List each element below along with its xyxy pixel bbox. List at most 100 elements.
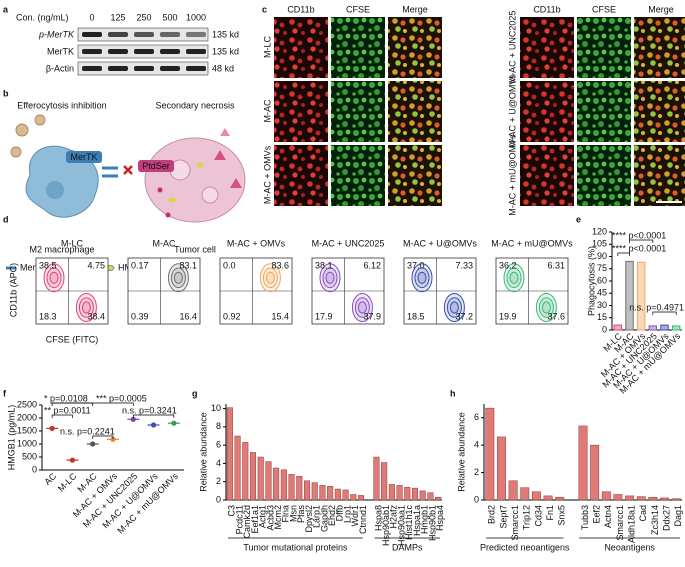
contour [541,301,551,314]
row-label: M-LC [262,36,272,58]
x-tick-label: Smarcc1 [615,505,625,541]
micrograph [274,81,328,142]
channel-header: CD11b [287,4,314,14]
y-tick-label: 1000 [17,438,37,448]
bar [311,482,318,501]
bar [334,488,341,501]
x-tick-label: Actn4 [603,505,613,528]
bar [427,492,434,501]
x-tick-label: M-LC [56,471,79,494]
y-tick-label: 90 [597,251,607,261]
dot [69,457,76,463]
quadrant-value: 38.4 [87,311,105,321]
lane-label: 0 [89,12,94,22]
group-label: Tumor mutational proteins [243,542,348,552]
quadrant-value: 37.0 [407,260,425,270]
y-tick-label: 2500 [17,399,37,409]
channel-header: CD11b [533,4,560,14]
x-tick-label: Ctnnd1 [358,505,368,534]
bar [350,494,357,501]
micrograph [577,81,631,142]
bar [590,444,600,501]
x-tick-label: Trip12 [522,505,532,530]
contour [322,267,338,289]
y-tick-label: 2 [216,476,221,486]
bracket [51,414,73,418]
flow-title: M-LC [61,238,83,248]
y-tick-label: 4 [216,458,221,468]
panel-label: g [192,388,198,398]
cell-caption: M2 macrophage [29,244,94,254]
x-tick-label: Lrp1 [342,505,352,523]
x-tick-label: Pfas [296,505,306,524]
micrograph [577,17,631,78]
quadrant-value: 15.4 [271,311,289,321]
blot-size: 48 kd [212,63,234,73]
x-tick-label: Snx5 [557,505,567,526]
blot-header: Con. (ng/mL) [16,12,69,22]
band [160,32,180,37]
quadrant-value: 16.4 [179,311,197,321]
panel-label: d [3,214,9,224]
quadrant-value: 19.9 [499,311,517,321]
dot [171,420,177,426]
annotation: **** p<0.0001 [612,230,666,240]
contour [325,271,335,284]
blot-size: 135 kd [212,46,239,56]
x-tick-label: Wdr1 [350,505,360,527]
contour [46,267,62,289]
quadrant-value: 0.17 [131,260,149,270]
contour [509,271,519,284]
contour [414,267,430,289]
bar [303,480,311,501]
annotation: * p=0.0108 [44,393,88,403]
x-tick-label: Hsp90ab1 [381,505,391,546]
x-tick-label: Camk2d [242,505,252,539]
micrograph [577,145,631,206]
contour [78,297,94,318]
quadrant-value: 83.6 [271,260,289,270]
group-label: DAMPs [392,542,423,552]
bar [613,494,623,501]
schematic-title: Secondary necrosis [155,100,235,110]
contour [173,271,183,284]
flow-title: M-AC + mU@OMVs [491,238,573,248]
bar [625,495,635,501]
receptor-label: MerTK [71,152,98,162]
annotation: n.s. p=0.4971 [629,302,684,312]
micrograph [634,145,685,206]
y-tick-label: 120 [592,226,607,236]
receptor-box [66,151,102,163]
x-tick-label: Zc3h14 [650,505,660,535]
micrograph [520,145,574,206]
y-tick-label: 0 [216,494,221,504]
bar [671,498,681,501]
lane-label: 125 [110,12,125,22]
y-tick-label: 60 [597,275,607,285]
y-tick-label: 6 [216,440,221,450]
quadrant-value: 0.92 [223,311,241,321]
quadrant-value: 0.39 [131,311,149,321]
contour [417,271,427,284]
micrograph [388,81,442,142]
band [186,49,206,54]
y-tick-label: 1500 [17,425,37,435]
panel-label: h [450,388,456,398]
contour [81,301,91,314]
quadrant-value: 0.0 [223,260,236,270]
x-tick-label: Dpysl2 [304,505,314,533]
group-label: Neoantigens [604,542,655,552]
flow-y-label: CD11b (APC) [8,263,18,317]
micrograph [274,145,328,206]
quadrant-value: 17.9 [315,311,333,321]
band [160,49,180,54]
x-tick-label: Cad [638,505,648,522]
bar [296,475,303,501]
x-tick-label: Sept7 [498,505,508,529]
bar [435,497,442,501]
band [134,49,154,54]
blot-row-label: p-MerTK [38,29,75,39]
schematic-title: Efferocytosis inhibition [17,100,106,110]
bracket [617,252,630,256]
